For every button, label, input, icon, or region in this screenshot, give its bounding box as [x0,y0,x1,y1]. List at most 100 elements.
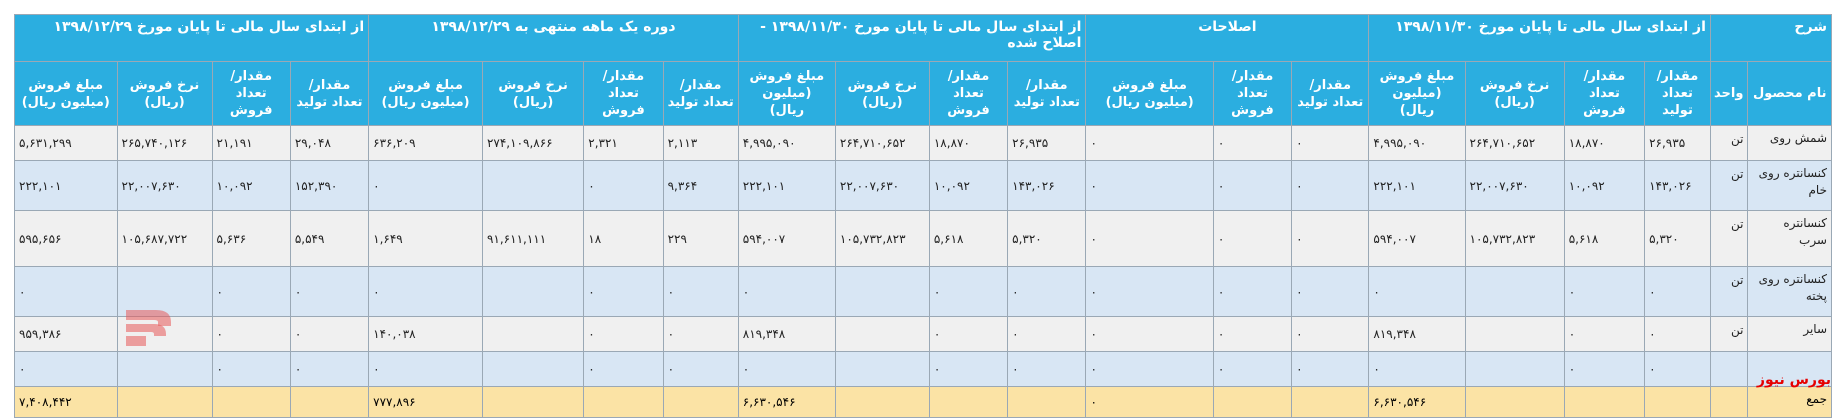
total-amount-cell: ۷۷۷,۸۹۶ [368,386,483,418]
total-empty-cell [928,386,1009,418]
header-g2-col-0: مقدار/تعداد تولید [1291,61,1370,126]
value-cell: ۲۶۴,۷۱۰,۶۵۲ [834,125,930,161]
product-name-cell: شمش روی [1747,125,1832,161]
product-name-cell: کنسانتره روی خام [1747,160,1832,211]
value-cell: ۸۱۹,۳۴۸ [1368,316,1466,352]
total-empty-cell [834,386,930,418]
value-cell [834,266,930,317]
value-cell: ۰ [1212,210,1293,267]
value-cell: ۶۳۶,۲۰۹ [368,125,483,161]
header-g3-col-2: نرخ فروش (ریال) [834,61,930,126]
value-cell: ۰ [737,266,836,317]
value-cell: ۵۹۴,۰۰۷ [737,210,836,267]
header-g1-col-0: مقدار/تعداد تولید [1644,61,1711,126]
value-cell: ۲۱,۱۹۱ [211,125,291,161]
value-cell [1464,351,1565,387]
value-cell: ۵,۳۲۰ [1007,210,1087,267]
value-cell [116,266,213,317]
sales-report-table: شرح از ابتدای سال مالی تا پایان مورخ ۱۳۹… [13,14,1833,418]
value-cell: ۵,۶۱۸ [928,210,1009,267]
value-cell: ۰ [14,266,118,317]
value-cell: ۹۵۹,۳۸۶ [14,316,118,352]
header-product-name: نام محصول [1747,61,1832,126]
total-empty-cell [1212,386,1293,418]
value-cell: ۲۹,۰۴۸ [289,125,370,161]
value-cell: ۰ [662,316,739,352]
value-cell: ۰ [662,266,739,317]
header-g1-col-1: مقدار/تعداد فروش [1563,61,1646,126]
value-cell: ۰ [289,351,370,387]
value-cell: ۲۶,۹۳۵ [1007,125,1087,161]
value-cell [834,316,930,352]
value-cell: ۰ [1212,316,1293,352]
value-cell: ۰ [14,351,118,387]
header-g2-col-2: مبلغ فروش (میلیون ریال) [1085,61,1214,126]
value-cell: ۱۸,۸۷۰ [1563,125,1646,161]
value-cell: ۰ [368,266,483,317]
value-cell: ۱۸ [583,210,664,267]
value-cell: ۰ [1563,266,1646,317]
value-cell: ۲۲۲,۱۰۱ [737,160,836,211]
value-cell: ۲,۱۱۳ [662,125,739,161]
value-cell: ۰ [583,266,664,317]
value-cell: ۰ [1368,266,1466,317]
value-cell [481,316,585,352]
header-g5-col-3: مبلغ فروش (میلیون ریال) [14,61,118,126]
header-g3-col-1: مقدار/تعداد فروش [928,61,1009,126]
value-cell: ۰ [1085,316,1214,352]
value-cell: ۰ [211,316,291,352]
header-g4-col-2: نرخ فروش (ریال) [481,61,585,126]
total-empty-cell [289,386,370,418]
value-cell [481,160,585,211]
table-row: کنسانتره روی پخته تن ۰ ۰ ۰ ۰ ۰ ۰ ۰ ۰ ۰ ۰ ۰ ۰ ۰ ۰ ۰ [14,266,1832,317]
value-cell [481,351,585,387]
value-cell: ۰ [1212,160,1293,211]
value-cell: ۰ [1212,266,1293,317]
subheader-row: نام محصول واحد مقدار/تعداد تولید مقدار/تع… [14,61,1832,126]
value-cell: ۲۲۲,۱۰۱ [14,160,118,211]
header-g3-col-3: مبلغ فروش (میلیون ریال) [737,61,836,126]
value-cell: ۴,۹۹۵,۰۹۰ [1368,125,1466,161]
value-cell: ۲۲,۰۰۷,۶۳۰ [1464,160,1565,211]
total-empty-cell [1709,386,1749,418]
value-cell: ۱۰۵,۷۳۲,۸۲۳ [1464,210,1565,267]
value-cell: ۰ [583,160,664,211]
total-amount-cell: ۷,۴۰۸,۴۴۲ [14,386,118,418]
total-empty-cell [116,386,213,418]
total-empty-cell [1464,386,1565,418]
value-cell: ۰ [928,351,1009,387]
value-cell: ۰ [1291,266,1370,317]
value-cell: ۱۴۳,۰۲۶ [1644,160,1711,211]
total-empty-cell [662,386,739,418]
value-cell [834,351,930,387]
value-cell: ۰ [211,351,291,387]
value-cell [116,351,213,387]
value-cell: ۰ [368,160,483,211]
value-cell: ۰ [1291,316,1370,352]
unit-cell: تن [1709,160,1749,211]
unit-cell [1709,351,1749,387]
value-cell: ۰ [1007,266,1087,317]
value-cell: ۵,۵۴۹ [289,210,370,267]
header-g4-col-3: مبلغ فروش (میلیون ریال) [368,61,483,126]
value-cell: ۰ [1085,210,1214,267]
value-cell: ۰ [1085,351,1214,387]
value-cell: ۱۸,۸۷۰ [928,125,1009,161]
value-cell [481,266,585,317]
total-amount-cell: ۶,۶۳۰,۵۴۶ [1368,386,1466,418]
bourse-news-logo [126,310,171,346]
value-cell: ۱۴۰,۰۳۸ [368,316,483,352]
value-cell: ۰ [1291,210,1370,267]
header-g1-col-2: نرخ فروش (ریال) [1464,61,1565,126]
value-cell: ۰ [1644,316,1711,352]
value-cell: ۲۶۵,۷۴۰,۱۲۶ [116,125,213,161]
header-period-1: از ابتدای سال مالی تا پایان مورخ ۱۳۹۸/۱۱… [1368,14,1711,62]
value-cell: ۰ [662,351,739,387]
total-empty-cell [1291,386,1370,418]
value-cell: ۴,۹۹۵,۰۹۰ [737,125,836,161]
value-cell: ۰ [1085,125,1214,161]
value-cell: ۵۹۵,۶۵۶ [14,210,118,267]
unit-cell: تن [1709,266,1749,317]
header-description: شرح [1709,14,1833,62]
